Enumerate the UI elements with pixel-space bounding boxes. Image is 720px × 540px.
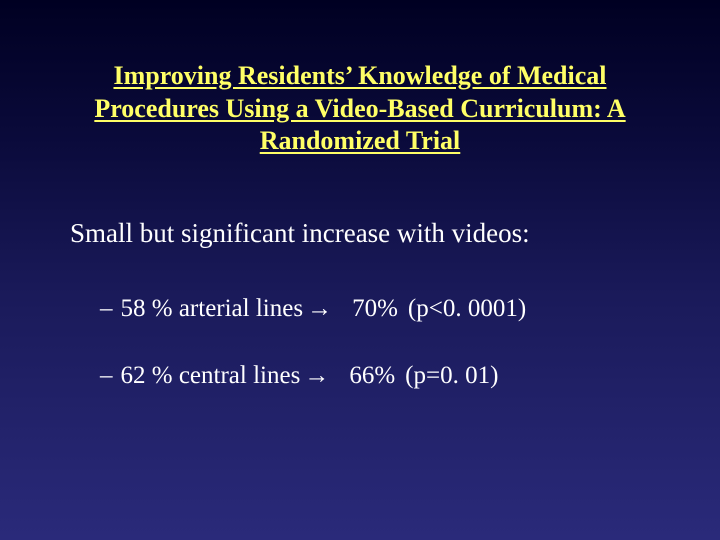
bullet-post-value: 70%	[352, 295, 398, 323]
bullet-dash: –	[100, 295, 113, 323]
list-item: – 58 % arterial lines → 70% (p<0. 0001)	[100, 294, 660, 323]
slide-title: Improving Residents’ Knowledge of Medica…	[80, 60, 640, 158]
arrow-icon: →	[304, 361, 329, 390]
bullet-pvalue: (p=0. 01)	[405, 362, 498, 390]
slide: Improving Residents’ Knowledge of Medica…	[0, 0, 720, 540]
bullet-pre-value: 58 % arterial lines	[121, 295, 304, 323]
bullet-pre-value: 62 % central lines	[121, 362, 301, 390]
slide-subtitle: Small but significant increase with vide…	[70, 218, 650, 249]
bullet-list: – 58 % arterial lines → 70% (p<0. 0001) …	[100, 294, 660, 390]
list-item: – 62 % central lines → 66% (p=0. 01)	[100, 361, 660, 390]
bullet-pvalue: (p<0. 0001)	[408, 295, 526, 323]
arrow-icon: →	[307, 294, 332, 323]
bullet-dash: –	[100, 362, 113, 390]
bullet-post-value: 66%	[349, 362, 395, 390]
